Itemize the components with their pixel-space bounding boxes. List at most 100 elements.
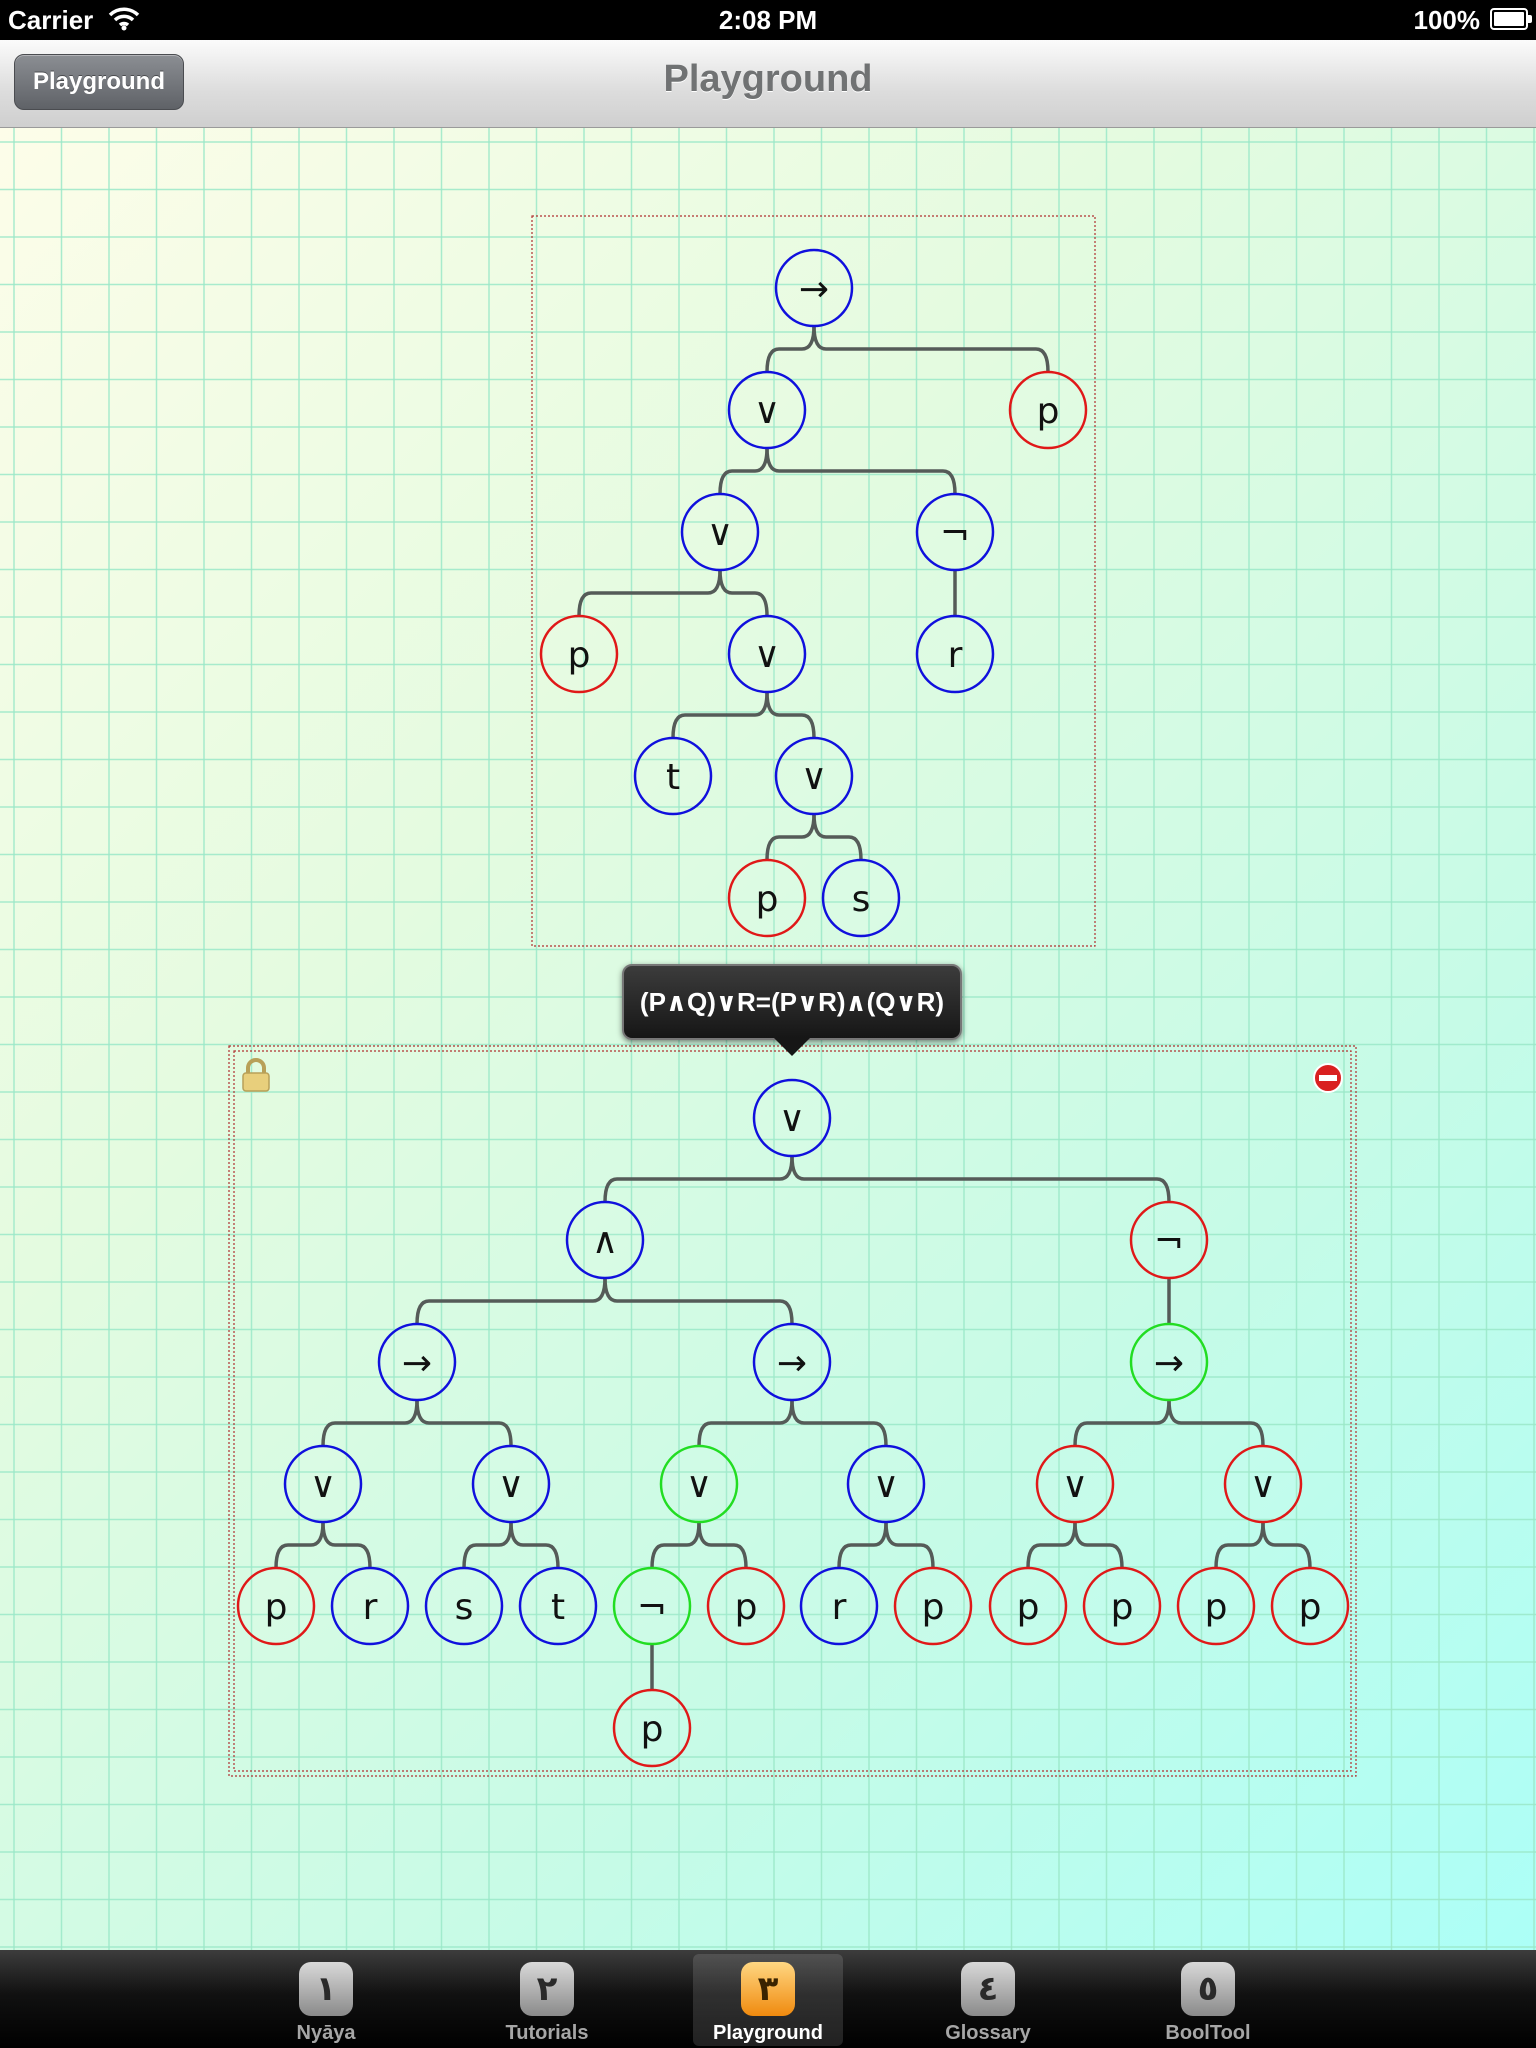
tree1-edge (671, 691, 769, 739)
tree2-node-label: p (1299, 1587, 1322, 1628)
tree2-node[interactable] (1223, 1444, 1303, 1524)
tree2-node-label: p (922, 1587, 945, 1628)
tab-booltool-label: BoolTool (1165, 2022, 1251, 2044)
tree2-node-label: p (265, 1587, 288, 1628)
playground-back-button[interactable]: Playground (14, 54, 184, 110)
tree1-node[interactable] (774, 736, 854, 816)
tab-tutorials[interactable]: ٢ Tutorials (472, 1954, 622, 2046)
canvas-drawing: → ∨ p ∨ ¬ p ∨ r t ∨ p s ∨ ∧ ¬ → → → ∨ ∨ ∨ ∨ ∨ ∨ p r s t ¬ p r p p p p p p (0, 128, 1536, 1950)
tree2-node-label: ∨ (873, 1465, 899, 1506)
tree2-node[interactable] (236, 1566, 316, 1646)
tree1-node-label: s (852, 879, 871, 920)
tree2-node[interactable] (659, 1444, 739, 1524)
tree2-node[interactable] (1035, 1444, 1115, 1524)
tree2-node[interactable] (799, 1566, 879, 1646)
tree1-edge (765, 447, 957, 495)
tree2-node[interactable] (1176, 1566, 1256, 1646)
tree2-node[interactable] (1129, 1322, 1209, 1402)
tree2-node[interactable] (283, 1444, 363, 1524)
tree2-edge (415, 1277, 607, 1325)
tab-booltool[interactable]: ٥ BoolTool (1133, 1954, 1283, 2046)
tree1-node[interactable] (680, 492, 760, 572)
delete-icon[interactable] (1312, 1062, 1344, 1094)
tree2-node[interactable] (377, 1322, 457, 1402)
tree2-edge (837, 1521, 888, 1569)
tree2-node[interactable] (518, 1566, 598, 1646)
tree1-edge (765, 325, 816, 373)
tree1-edge (718, 447, 769, 495)
tree2-node-label: p (1017, 1587, 1040, 1628)
tree1-node[interactable] (774, 248, 854, 328)
tree1-edge (812, 813, 863, 861)
tree1-node[interactable] (915, 614, 995, 694)
tree2-node[interactable] (752, 1078, 832, 1158)
tree2-node[interactable] (1129, 1200, 1209, 1280)
tree2-node[interactable] (1082, 1566, 1162, 1646)
tab-glossary-icon: ٤ (961, 1962, 1015, 2016)
tree2-node-label: ∨ (1062, 1465, 1088, 1506)
tree1-edge (765, 813, 816, 861)
tree2-node-label: → (777, 1343, 807, 1384)
tree2-node[interactable] (471, 1444, 551, 1524)
tree2-node[interactable] (893, 1566, 973, 1646)
tab-tutorials-icon: ٢ (520, 1962, 574, 2016)
tree2-node[interactable] (706, 1566, 786, 1646)
tab-glossary[interactable]: ٤ Glossary (913, 1954, 1063, 2046)
tree1-node[interactable] (915, 492, 995, 572)
tree2-node-label: p (735, 1587, 758, 1628)
tree2-edge (1261, 1521, 1312, 1569)
tree1-node[interactable] (727, 370, 807, 450)
tree1-node[interactable] (633, 736, 713, 816)
tree2-edge (790, 1399, 888, 1447)
lock-icon[interactable] (240, 1058, 272, 1092)
tree2-edge (274, 1521, 325, 1569)
popover-arrow (774, 1038, 810, 1056)
tree1-node-label: ∨ (707, 513, 733, 554)
tab-playground-icon: ٣ (741, 1962, 795, 2016)
tree2-edge (790, 1155, 1171, 1203)
tree1-node[interactable] (821, 858, 901, 938)
tree2-edge (1026, 1521, 1077, 1569)
formula-text: (P∧Q)∨R=(P∨R)∧(Q∨R) (639, 987, 945, 1017)
tree2-edge (1073, 1399, 1171, 1447)
tree2-edge (462, 1521, 513, 1569)
tree2-node[interactable] (1270, 1566, 1350, 1646)
tab-playground[interactable]: ٣ Playground (693, 1954, 843, 2046)
tree1-node[interactable] (727, 614, 807, 694)
tree2-edge (321, 1399, 419, 1447)
tree1-node-label: ∨ (754, 635, 780, 676)
tree1-node-label: p (756, 879, 779, 920)
tree1-node-label: p (568, 635, 591, 676)
tree2-node[interactable] (330, 1566, 410, 1646)
tree1-node[interactable] (727, 858, 807, 938)
tree1-node-label: ¬ (940, 513, 970, 554)
tree1-node-label: → (799, 269, 829, 310)
tree2-node-label: → (1154, 1343, 1184, 1384)
tree2-node[interactable] (988, 1566, 1068, 1646)
tree1-node-label: r (948, 635, 963, 676)
tree2-edge (509, 1521, 560, 1569)
tree2-node[interactable] (565, 1200, 645, 1280)
tree2-node[interactable] (612, 1688, 692, 1768)
tree2-node-label: ∨ (310, 1465, 336, 1506)
tree1-node-label: p (1037, 391, 1060, 432)
tree2-edge (1073, 1521, 1124, 1569)
wifi-icon (108, 7, 140, 31)
status-bar: Carrier 2:08 PM 100% (0, 0, 1536, 40)
tree2-node[interactable] (424, 1566, 504, 1646)
tree1-edge (718, 569, 769, 617)
tree1-node-label: t (666, 757, 680, 798)
tab-glossary-label: Glossary (945, 2022, 1031, 2044)
tree1-node[interactable] (539, 614, 619, 694)
tree2-node-label: p (641, 1709, 664, 1750)
tree1-node[interactable] (1008, 370, 1088, 450)
tree2-node[interactable] (846, 1444, 926, 1524)
carrier-label: Carrier (8, 5, 94, 35)
tree1-edge (577, 569, 722, 617)
tree2-edge (650, 1521, 701, 1569)
tree2-node[interactable] (612, 1566, 692, 1646)
tree2-edge (697, 1521, 748, 1569)
tab-nyaya[interactable]: ١ Nyāya (251, 1954, 401, 2046)
tree2-node[interactable] (752, 1322, 832, 1402)
tree2-node-label: ∨ (1250, 1465, 1276, 1506)
